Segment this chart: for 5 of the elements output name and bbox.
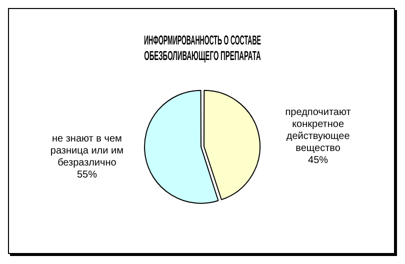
- slice-label: предпочитают конкретное действующее вещество: [285, 107, 352, 154]
- chart-title: ИНФОРМИРОВАННОСТЬ О СОСТАВЕ ОБЕЗБОЛИВАЮЩЕГО ПРЕПАРАТА: [144, 34, 262, 64]
- data-label: 45%: [308, 155, 328, 166]
- data-label: 55%: [76, 170, 98, 181]
- slice-label: не знают в чем разница или им безразлично: [50, 134, 124, 169]
